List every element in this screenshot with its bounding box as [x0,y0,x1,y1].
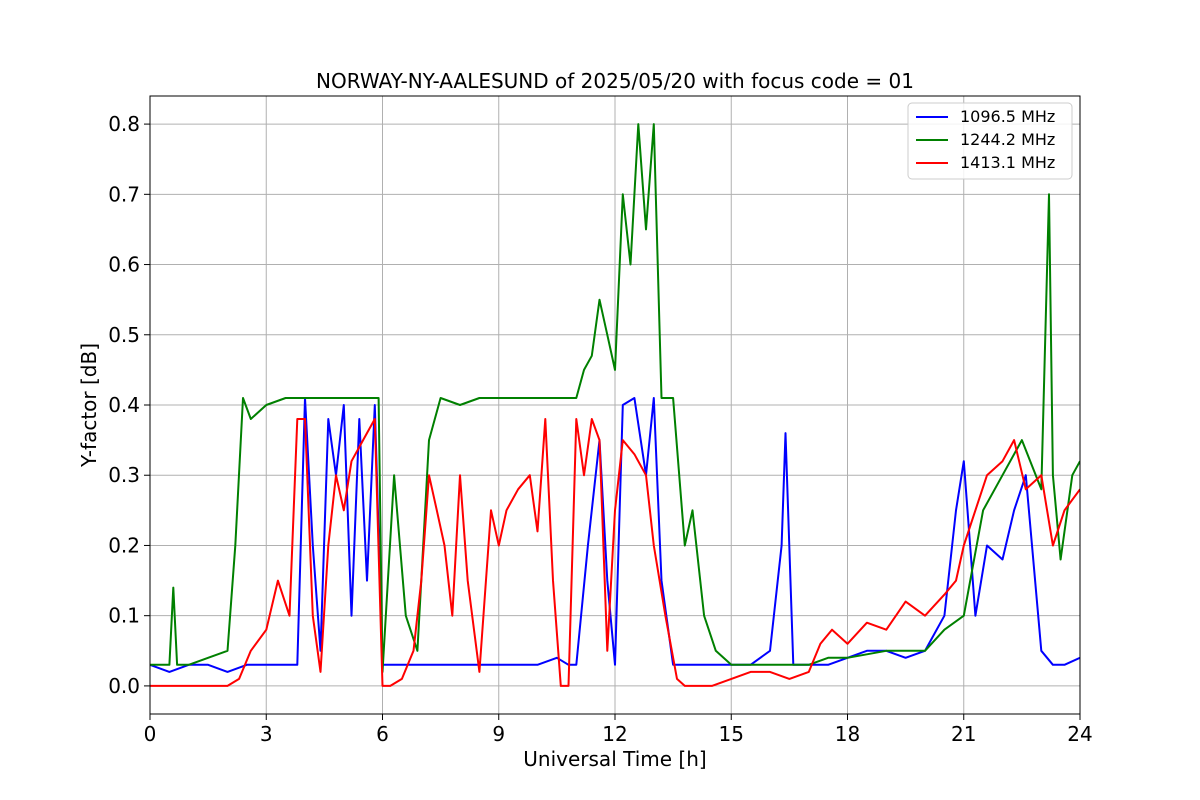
y-tick-label: 0.7 [108,182,140,206]
series-layer [150,123,1080,687]
x-tick-label: 21 [951,722,976,746]
y-tick-label: 0.6 [108,253,140,277]
series-line-2 [150,418,1080,687]
legend-label-1: 1244.2 MHz [960,130,1055,149]
y-tick-label: 0.2 [108,533,140,557]
y-tick-label: 0.8 [108,112,140,136]
y-tick-label: 0.4 [108,393,140,417]
x-tick-label: 0 [144,722,157,746]
x-tick-label: 18 [835,722,860,746]
x-axis: 0 3 6 9 12 15 18 21 24 [144,714,1093,746]
y-tick-label: 0.0 [108,674,140,698]
y-tick-label: 0.1 [108,604,140,628]
series-line-1 [150,123,1080,673]
y-axis: 0.0 0.1 0.2 0.3 0.4 0.5 0.6 0.7 0.8 [108,112,150,698]
x-tick-label: 24 [1067,722,1092,746]
legend: 1096.5 MHz 1244.2 MHz 1413.1 MHz [907,102,1073,180]
legend-label-0: 1096.5 MHz [960,107,1055,126]
x-axis-label: Universal Time [h] [523,747,706,771]
y-axis-label: Y-factor [dB] [77,343,101,468]
x-tick-label: 12 [602,722,627,746]
x-tick-label: 6 [376,722,389,746]
x-tick-label: 9 [492,722,505,746]
y-tick-label: 0.5 [108,323,140,347]
legend-label-2: 1413.1 MHz [960,153,1055,172]
chart-title: NORWAY-NY-AALESUND of 2025/05/20 with fo… [316,69,914,93]
x-tick-label: 15 [719,722,744,746]
series-line-0 [150,397,1080,673]
y-tick-label: 0.3 [108,463,140,487]
legend-box [907,102,1073,180]
x-tick-label: 3 [260,722,273,746]
